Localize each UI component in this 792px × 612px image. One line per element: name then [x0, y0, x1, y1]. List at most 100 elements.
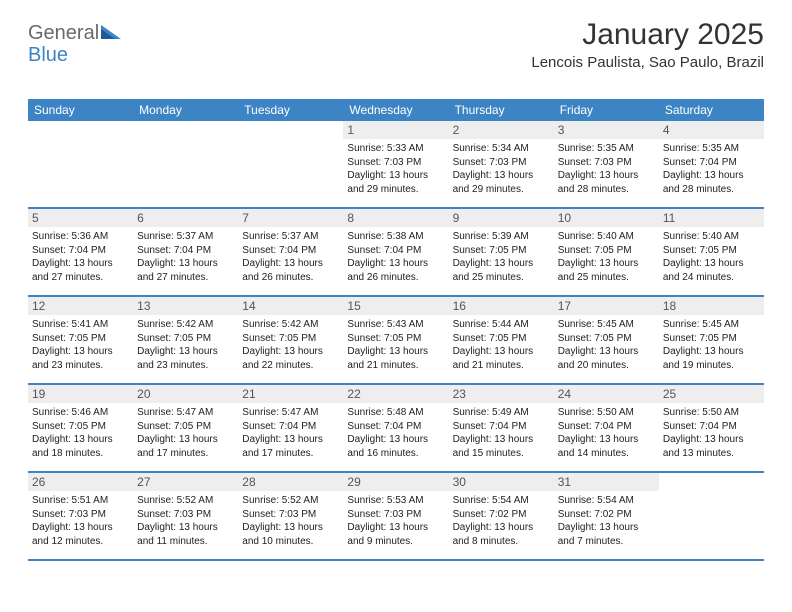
sunrise-text: Sunrise: 5:41 AM [32, 318, 129, 332]
sunrise-text: Sunrise: 5:42 AM [242, 318, 339, 332]
day-number: 4 [659, 121, 764, 139]
daylight-text: Daylight: 13 hours and 19 minutes. [663, 345, 760, 372]
dow-tuesday: Tuesday [238, 99, 343, 121]
sunset-text: Sunset: 7:05 PM [663, 332, 760, 346]
dow-monday: Monday [133, 99, 238, 121]
logo-text-blue: Blue [28, 44, 68, 66]
sunrise-text: Sunrise: 5:52 AM [242, 494, 339, 508]
day-number: 29 [343, 473, 448, 491]
sunset-text: Sunset: 7:05 PM [32, 332, 129, 346]
logo-triangle-icon [101, 23, 121, 44]
sunrise-text: Sunrise: 5:47 AM [242, 406, 339, 420]
sunset-text: Sunset: 7:03 PM [347, 508, 444, 522]
sunrise-text: Sunrise: 5:43 AM [347, 318, 444, 332]
daylight-text: Daylight: 13 hours and 7 minutes. [558, 521, 655, 548]
daylight-text: Daylight: 13 hours and 10 minutes. [242, 521, 339, 548]
sunset-text: Sunset: 7:05 PM [347, 332, 444, 346]
day-number: 2 [449, 121, 554, 139]
day-cell: 30Sunrise: 5:54 AMSunset: 7:02 PMDayligh… [449, 473, 554, 559]
day-number: 7 [238, 209, 343, 227]
daylight-text: Daylight: 13 hours and 29 minutes. [453, 169, 550, 196]
day-cell: 6Sunrise: 5:37 AMSunset: 7:04 PMDaylight… [133, 209, 238, 295]
daylight-text: Daylight: 13 hours and 18 minutes. [32, 433, 129, 460]
day-number: 16 [449, 297, 554, 315]
sunrise-text: Sunrise: 5:34 AM [453, 142, 550, 156]
daylight-text: Daylight: 13 hours and 17 minutes. [242, 433, 339, 460]
sunrise-text: Sunrise: 5:45 AM [558, 318, 655, 332]
sunset-text: Sunset: 7:03 PM [137, 508, 234, 522]
day-cell: 13Sunrise: 5:42 AMSunset: 7:05 PMDayligh… [133, 297, 238, 383]
day-number: 5 [28, 209, 133, 227]
day-cell: 25 Sunrise: 5:50 AMSunset: 7:04 PMDayligh… [659, 385, 764, 471]
sunset-text: Sunset: 7:03 PM [32, 508, 129, 522]
sunset-text: Sunset: 7:02 PM [558, 508, 655, 522]
sunset-text: Sunset: 7:04 PM [242, 244, 339, 258]
week-row: 1Sunrise: 5:33 AMSunset: 7:03 PMDaylight… [28, 121, 764, 209]
daylight-text: Daylight: 13 hours and 27 minutes. [32, 257, 129, 284]
day-cell: 17 Sunrise: 5:45 AMSunset: 7:05 PMDayligh… [554, 297, 659, 383]
title-block: January 2025 Lencois Paulista, Sao Paulo… [531, 18, 764, 71]
sunset-text: Sunset: 7:05 PM [32, 420, 129, 434]
daylight-text: Daylight: 13 hours and 13 minutes. [663, 433, 760, 460]
sunset-text: Sunset: 7:03 PM [558, 156, 655, 170]
sunset-text: Sunset: 7:04 PM [663, 420, 760, 434]
dow-friday: Friday [554, 99, 659, 121]
day-number: 17 [554, 297, 659, 315]
daylight-text: Daylight: 13 hours and 23 minutes. [32, 345, 129, 372]
day-number: 25 [659, 385, 764, 403]
daylight-text: Daylight: 13 hours and 24 minutes. [663, 257, 760, 284]
location: Lencois Paulista, Sao Paulo, Brazil [531, 54, 764, 71]
day-cell: 27Sunrise: 5:52 AMSunset: 7:03 PMDayligh… [133, 473, 238, 559]
day-number: 18 [659, 297, 764, 315]
weeks-container: 1Sunrise: 5:33 AMSunset: 7:03 PMDaylight… [28, 121, 764, 561]
sunset-text: Sunset: 7:05 PM [558, 332, 655, 346]
sunset-text: Sunset: 7:05 PM [663, 244, 760, 258]
day-number: 15 [343, 297, 448, 315]
sunrise-text: Sunrise: 5:36 AM [32, 230, 129, 244]
sunrise-text: Sunrise: 5:49 AM [453, 406, 550, 420]
day-number: 23 [449, 385, 554, 403]
sunrise-text: Sunrise: 5:37 AM [137, 230, 234, 244]
day-cell: 20Sunrise: 5:47 AMSunset: 7:05 PMDayligh… [133, 385, 238, 471]
sunrise-text: Sunrise: 5:35 AM [558, 142, 655, 156]
logo: General [28, 22, 121, 45]
sunrise-text: Sunrise: 5:50 AM [663, 406, 760, 420]
day-number: 30 [449, 473, 554, 491]
day-cell: 23Sunrise: 5:49 AMSunset: 7:04 PMDayligh… [449, 385, 554, 471]
day-cell: 1Sunrise: 5:33 AMSunset: 7:03 PMDaylight… [343, 121, 448, 207]
sunset-text: Sunset: 7:04 PM [137, 244, 234, 258]
sunset-text: Sunset: 7:04 PM [558, 420, 655, 434]
day-cell: 26Sunrise: 5:51 AMSunset: 7:03 PMDayligh… [28, 473, 133, 559]
sunrise-text: Sunrise: 5:54 AM [453, 494, 550, 508]
day-cell: 24Sunrise: 5:50 AMSunset: 7:04 PMDayligh… [554, 385, 659, 471]
daylight-text: Daylight: 13 hours and 20 minutes. [558, 345, 655, 372]
day-cell: 15Sunrise: 5:43 AMSunset: 7:05 PMDayligh… [343, 297, 448, 383]
daylight-text: Daylight: 13 hours and 28 minutes. [663, 169, 760, 196]
day-cell [133, 121, 238, 207]
sunset-text: Sunset: 7:04 PM [347, 244, 444, 258]
day-cell: 29Sunrise: 5:53 AMSunset: 7:03 PMDayligh… [343, 473, 448, 559]
dow-saturday: Saturday [659, 99, 764, 121]
day-number: 13 [133, 297, 238, 315]
sunset-text: Sunset: 7:05 PM [453, 332, 550, 346]
sunrise-text: Sunrise: 5:33 AM [347, 142, 444, 156]
daylight-text: Daylight: 13 hours and 26 minutes. [242, 257, 339, 284]
sunset-text: Sunset: 7:05 PM [558, 244, 655, 258]
day-cell [659, 473, 764, 559]
sunset-text: Sunset: 7:05 PM [453, 244, 550, 258]
day-cell: 11Sunrise: 5:40 AMSunset: 7:05 PMDayligh… [659, 209, 764, 295]
sunset-text: Sunset: 7:04 PM [347, 420, 444, 434]
sunrise-text: Sunrise: 5:52 AM [137, 494, 234, 508]
day-cell: 8Sunrise: 5:38 AMSunset: 7:04 PMDaylight… [343, 209, 448, 295]
day-number: 11 [659, 209, 764, 227]
day-number: 27 [133, 473, 238, 491]
daylight-text: Daylight: 13 hours and 15 minutes. [453, 433, 550, 460]
day-cell: 31Sunrise: 5:54 AMSunset: 7:02 PMDayligh… [554, 473, 659, 559]
logo-text-general: General [28, 22, 99, 45]
week-row: 12Sunrise: 5:41 AMSunset: 7:05 PMDayligh… [28, 297, 764, 385]
day-cell: 22Sunrise: 5:48 AMSunset: 7:04 PMDayligh… [343, 385, 448, 471]
sunset-text: Sunset: 7:03 PM [242, 508, 339, 522]
sunset-text: Sunset: 7:04 PM [663, 156, 760, 170]
dow-sunday: Sunday [28, 99, 133, 121]
daylight-text: Daylight: 13 hours and 25 minutes. [453, 257, 550, 284]
